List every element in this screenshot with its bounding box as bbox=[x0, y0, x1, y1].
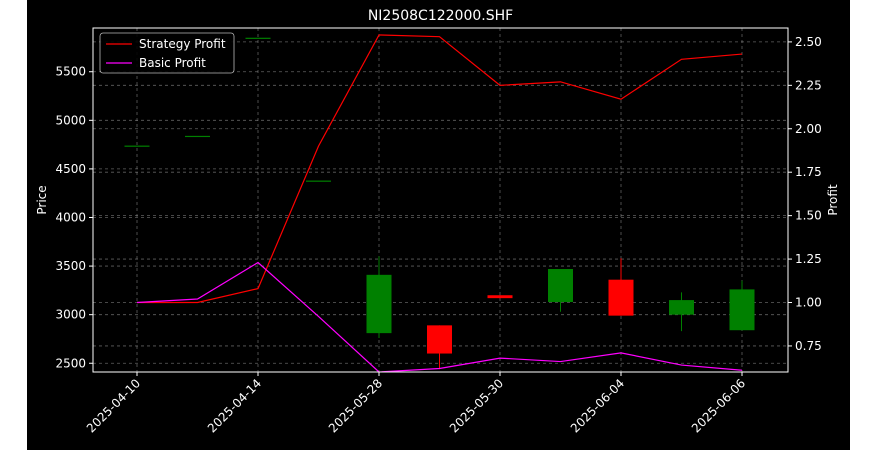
x-tick-label: 2025-04-10 bbox=[84, 376, 143, 435]
y-tick-label-left: 5000 bbox=[55, 113, 86, 127]
candle-body bbox=[124, 145, 150, 147]
x-tick-label: 2025-06-04 bbox=[568, 376, 627, 435]
legend-entry: Strategy Profit bbox=[139, 37, 226, 51]
y-tick-label-right: 0.75 bbox=[795, 339, 822, 353]
y-tick-label-right: 2.25 bbox=[795, 78, 822, 92]
y-tick-label-right: 1.00 bbox=[795, 296, 822, 310]
candle-body bbox=[729, 289, 755, 331]
chart-canvas: 2500 3000 3500 4000 4500 5000 5500 0.75 1.00 1.25… bbox=[27, 0, 850, 450]
legend-box bbox=[99, 32, 235, 74]
legend-entry: Basic Profit bbox=[139, 56, 206, 70]
candle-body bbox=[366, 274, 392, 334]
candle-body bbox=[487, 295, 513, 299]
y-tick-label-right: 2.50 bbox=[795, 35, 822, 49]
chart-title: NI2508C122000.SHF bbox=[368, 8, 513, 24]
candle-body bbox=[608, 279, 634, 316]
candle-body bbox=[427, 325, 452, 354]
candle-body bbox=[548, 268, 573, 303]
plot-frame bbox=[92, 27, 789, 373]
candle-body bbox=[185, 135, 210, 138]
basic-profit-line bbox=[136, 261, 743, 373]
y-tick-label-left: 3000 bbox=[55, 308, 86, 322]
y-tick-label-right: 2.00 bbox=[795, 122, 822, 136]
y-tick-label-left: 4000 bbox=[55, 210, 86, 224]
candle-body bbox=[669, 300, 694, 315]
x-tick-label: 2025-06-06 bbox=[689, 376, 748, 435]
y-tick-label-left: 3500 bbox=[55, 259, 86, 273]
y-axis-label-right: Profit bbox=[826, 184, 840, 216]
x-tick-label: 2025-04-14 bbox=[205, 376, 264, 435]
candle-body bbox=[306, 180, 331, 182]
candle-body bbox=[245, 37, 271, 39]
strategy-profit-line bbox=[137, 34, 743, 304]
y-tick-label-left: 5500 bbox=[55, 65, 86, 79]
y-tick-label-left: 2500 bbox=[55, 356, 86, 370]
x-tick-label: 2025-05-30 bbox=[447, 376, 506, 435]
x-tick-label: 2025-05-28 bbox=[326, 376, 385, 435]
y-tick-label-left: 4500 bbox=[55, 162, 86, 176]
y-tick-label-right: 1.25 bbox=[795, 252, 822, 266]
y-axis-label-left: Price bbox=[35, 185, 49, 214]
candlestick-chart: 2500 3000 3500 4000 4500 5000 5500 0.75 1.00 1.25… bbox=[35, 8, 840, 435]
y-tick-label-right: 1.50 bbox=[795, 209, 822, 223]
y-tick-label-right: 1.75 bbox=[795, 165, 822, 179]
